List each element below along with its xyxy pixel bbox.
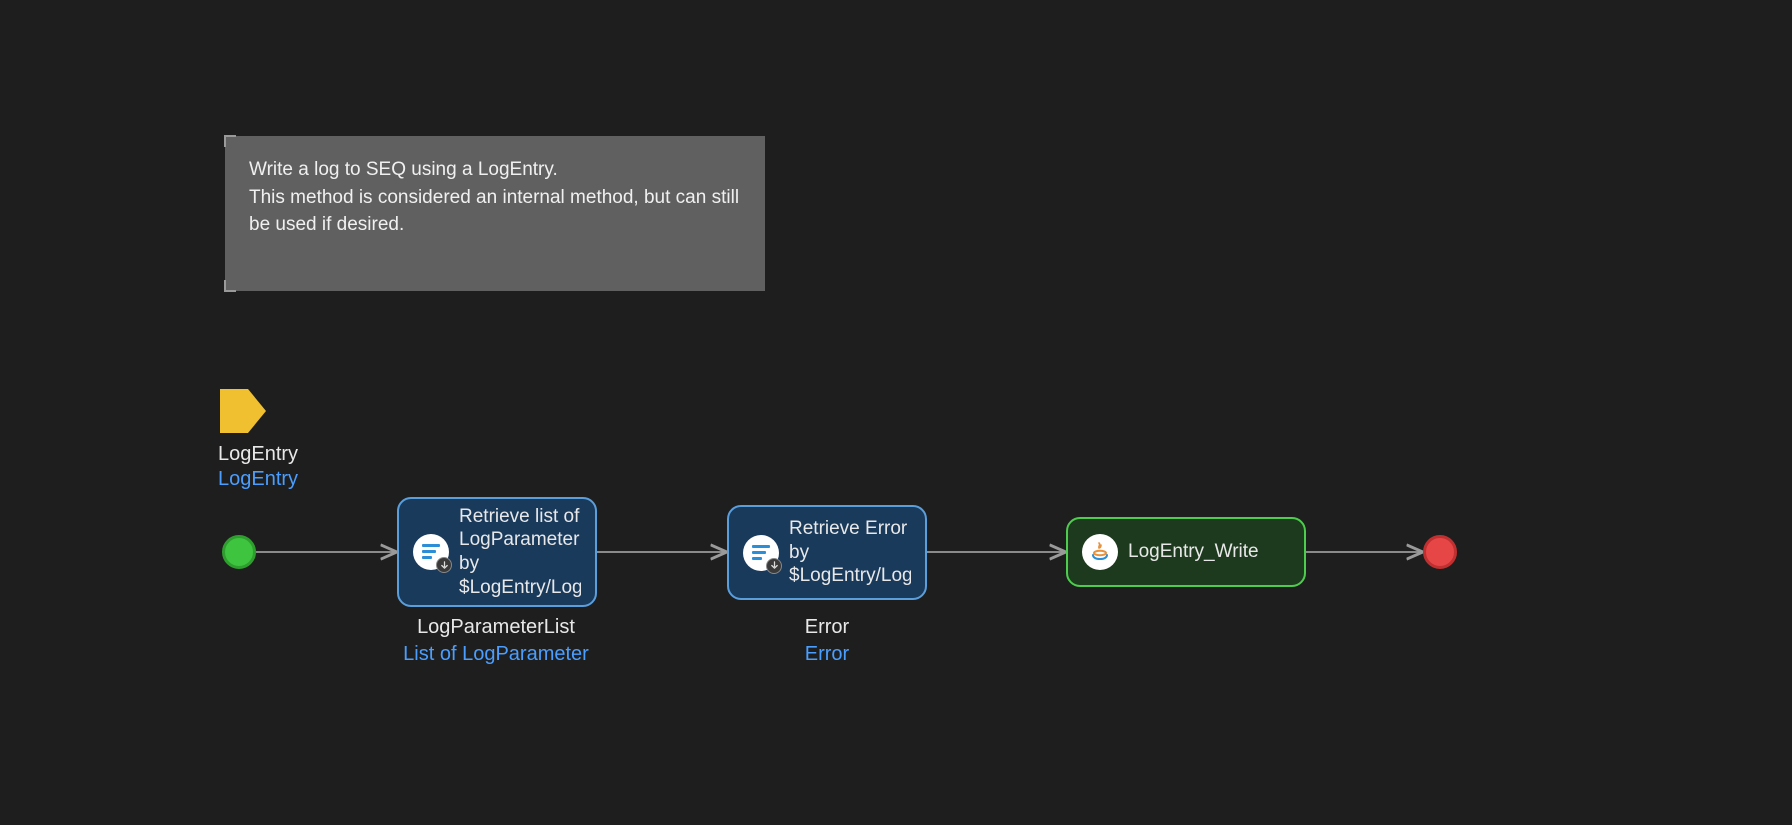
var-name: LogParameterList xyxy=(417,616,575,639)
activity-retrieve-error[interactable]: Retrieve Error by $LogEntry/LogEntry_Err… xyxy=(727,505,927,600)
parameter-label: LogEntry xyxy=(218,443,298,466)
download-badge-icon xyxy=(436,557,452,573)
retrieve-icon xyxy=(743,535,779,571)
annotation-corner-tl xyxy=(224,135,236,147)
parameter-type: LogEntry xyxy=(218,468,298,491)
annotation-box: Write a log to SEQ using a LogEntry. Thi… xyxy=(225,136,765,291)
var-type: Error xyxy=(805,643,849,666)
activity-logentry-write[interactable]: LogEntry_Write xyxy=(1066,517,1306,587)
var-type: List of LogParameter xyxy=(403,643,589,666)
end-node[interactable] xyxy=(1423,535,1457,569)
java-action-icon xyxy=(1082,534,1118,570)
download-badge-icon xyxy=(766,558,782,574)
annotation-text: Write a log to SEQ using a LogEntry. Thi… xyxy=(249,159,744,235)
activity-text: Retrieve Error by $LogEntry/LogEntry_Err… xyxy=(789,517,911,588)
parameter-marker[interactable]: LogEntry LogEntry xyxy=(218,387,298,491)
annotation-corner-bl xyxy=(224,280,236,292)
parameter-tag-icon xyxy=(218,387,268,435)
output-var-logparameterlist: LogParameterList List of LogParameter xyxy=(396,616,596,666)
activity-retrieve-logparams[interactable]: Retrieve list of LogParameter by $LogEnt… xyxy=(397,497,597,607)
retrieve-icon xyxy=(413,534,449,570)
output-var-error: Error Error xyxy=(727,616,927,666)
start-node[interactable] xyxy=(222,535,256,569)
activity-text: LogEntry_Write xyxy=(1128,540,1259,564)
activity-text: Retrieve list of LogParameter by $LogEnt… xyxy=(459,505,581,600)
var-name: Error xyxy=(805,616,849,639)
